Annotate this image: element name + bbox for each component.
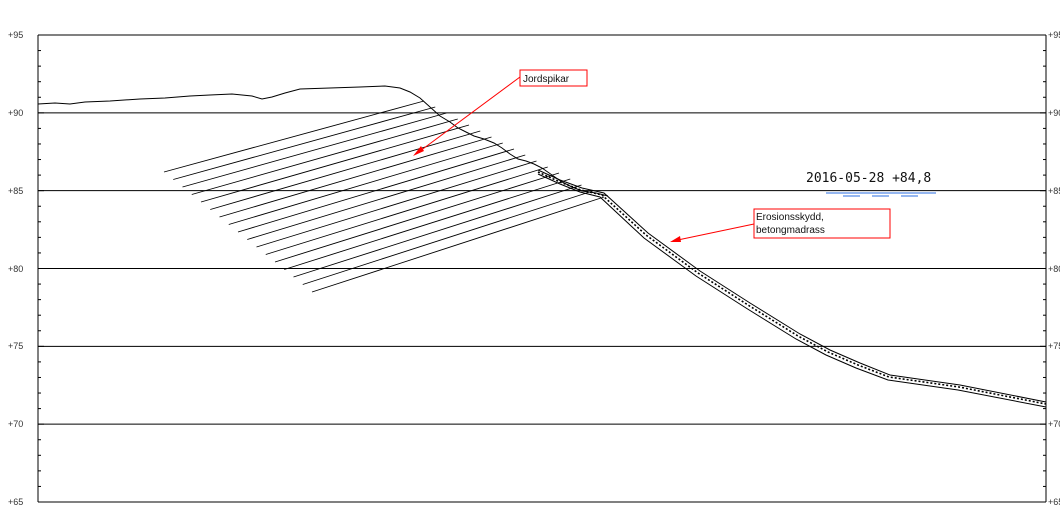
y-label-right-75: +75	[1048, 341, 1060, 351]
soil-nail	[237, 148, 515, 233]
soil-nail	[191, 118, 458, 195]
callout-erosion-text-line1: Erosionsskydd,	[756, 212, 824, 223]
y-axis-labels-right: +95 +90 +85 +80 +75 +70 +65	[1048, 30, 1060, 507]
y-label-95: +95	[8, 30, 23, 40]
y-axis-labels-left: +95 +90 +85 +80 +75 +70 +65	[8, 30, 23, 507]
y-label-65: +65	[8, 497, 23, 507]
erosion-protection-band	[537, 169, 1047, 408]
soil-nail	[210, 130, 481, 210]
callout-soil-nails: Jordspikar	[413, 69, 588, 156]
callout-erosion-protection: Erosionsskydd, betongmadrass	[670, 208, 891, 242]
callout-erosion-text-line2: betongmadrass	[756, 225, 825, 236]
soil-nail	[265, 166, 548, 255]
soil-nail	[256, 160, 537, 248]
soil-nail	[247, 154, 526, 240]
y-label-right-70: +70	[1048, 419, 1060, 429]
soil-nails-group	[163, 100, 605, 293]
y-label-right-65: +65	[1048, 497, 1060, 507]
mattress-top-edge	[537, 169, 1047, 403]
callout-soil-nails-arrowhead	[413, 146, 424, 156]
y-label-70: +70	[8, 419, 23, 429]
y-label-80: +80	[8, 264, 23, 274]
mattress-bottom-edge	[537, 173, 1047, 408]
water-level-marker: 2016-05-28 +84,8	[806, 171, 936, 197]
soil-nail	[284, 178, 571, 270]
soil-nail	[311, 196, 605, 293]
soil-nail	[302, 190, 593, 285]
y-label-right-80: +80	[1048, 264, 1060, 274]
y-label-75: +75	[8, 341, 23, 351]
callout-erosion-box	[753, 208, 891, 239]
callout-soil-nails-box	[519, 69, 588, 87]
water-level-label: 2016-05-28 +84,8	[806, 171, 931, 186]
soil-nail	[163, 100, 425, 173]
callout-soil-nails-text: Jordspikar	[523, 74, 570, 85]
soil-nail	[182, 112, 447, 188]
soil-nail	[228, 142, 503, 225]
soil-nail	[274, 172, 560, 263]
ground-surface-line	[37, 85, 609, 197]
minor-tick-marks	[38, 34, 1046, 503]
y-label-right-90: +90	[1048, 108, 1060, 118]
soil-nail	[293, 184, 582, 278]
callout-erosion-arrowhead	[670, 236, 681, 242]
soil-nail	[219, 136, 492, 218]
callout-soil-nails-leader	[415, 76, 521, 155]
y-label-85: +85	[8, 186, 23, 196]
y-label-right-85: +85	[1048, 186, 1060, 196]
callout-erosion-leader	[672, 223, 755, 242]
y-label-90: +90	[8, 108, 23, 118]
y-label-right-95: +95	[1048, 30, 1060, 40]
mattress-hatch	[537, 171, 1047, 405]
soil-nail	[173, 106, 436, 180]
soil-nail	[200, 124, 470, 203]
